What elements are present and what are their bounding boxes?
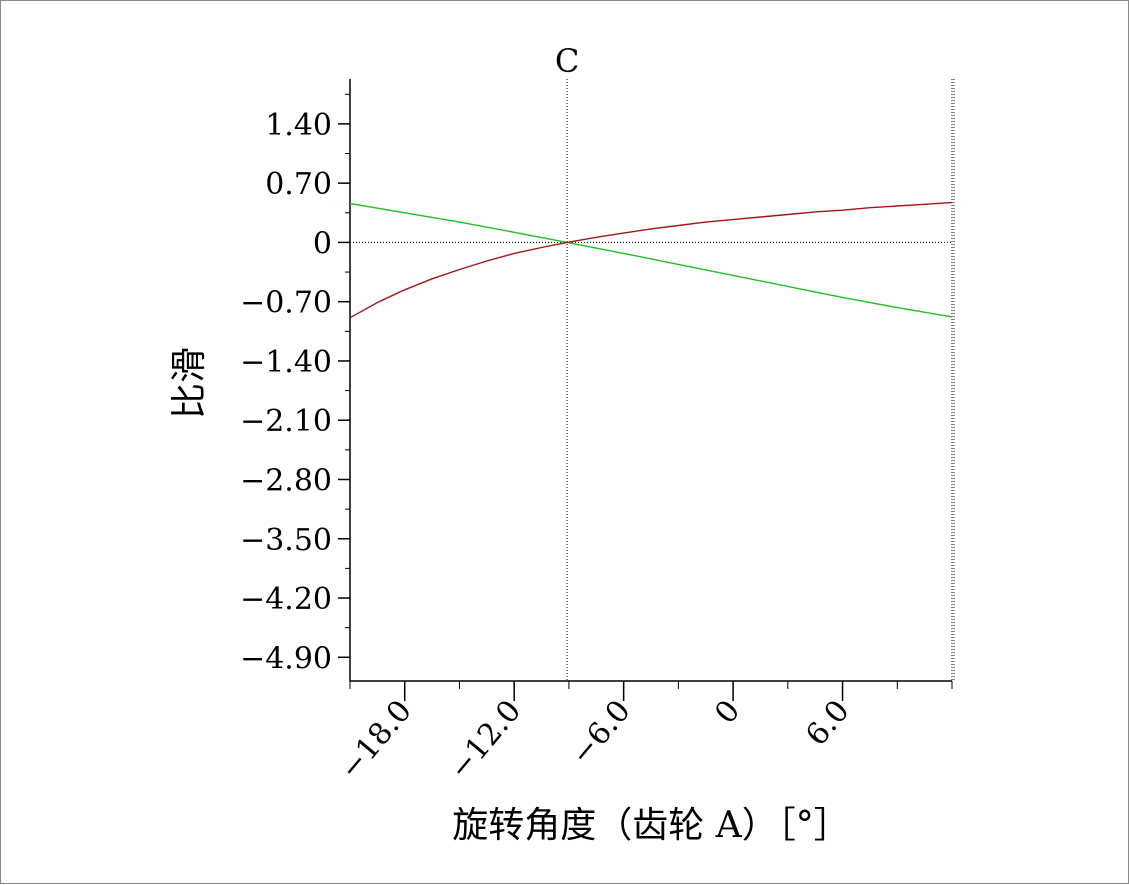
y-tick-label: −2.80: [240, 463, 332, 498]
y-tick-label: −1.40: [240, 345, 332, 380]
x-tick-label: −12.0: [442, 694, 528, 787]
x-tick-label: −6.0: [564, 694, 638, 772]
series-line-1: [349, 202, 953, 318]
y-tick-label: −4.90: [240, 641, 332, 676]
y-tick-label: −3.50: [240, 523, 332, 558]
y-tick-label: 0: [313, 226, 332, 261]
x-axis-title: 旋转角度（齿轮 A）［°］: [452, 805, 849, 846]
y-tick-label: 0.70: [265, 167, 332, 202]
y-axis-title: 比滑: [169, 347, 210, 419]
x-tick-label: 0: [708, 694, 747, 731]
marker-label: C: [555, 42, 579, 80]
x-tick-label: 6.0: [799, 694, 856, 753]
y-tick-label: −4.20: [240, 582, 332, 617]
x-tick-label: −18.0: [333, 694, 419, 787]
series-line-2: [349, 201, 953, 319]
y-tick-label: −0.70: [240, 286, 332, 321]
y-tick-label: −2.10: [240, 404, 332, 439]
y-tick-label: 1.40: [265, 108, 332, 143]
